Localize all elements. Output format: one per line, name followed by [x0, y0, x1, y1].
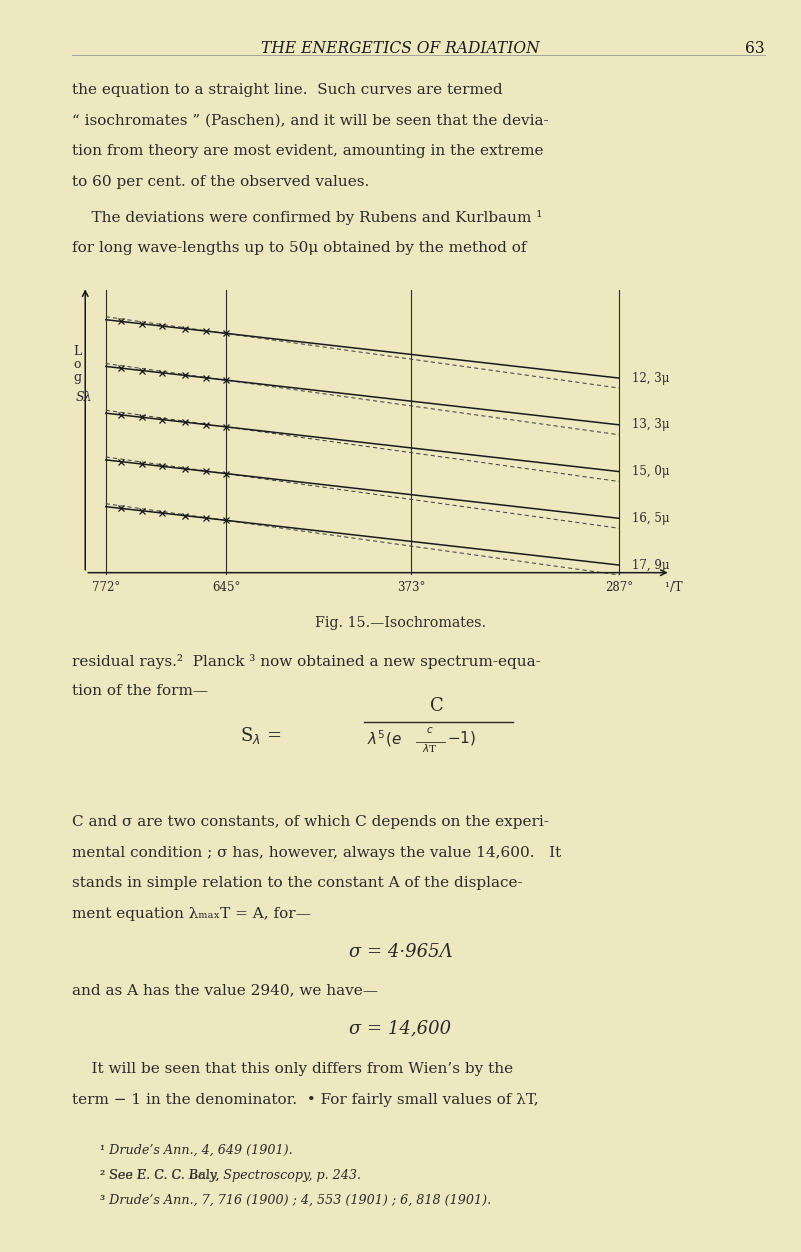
Text: ¹ Drude’s Ann., 4, 649 (1901).: ¹ Drude’s Ann., 4, 649 (1901). [100, 1144, 292, 1157]
Text: term − 1 in the denominator.  • For fairly small values of λT,: term − 1 in the denominator. • For fairl… [72, 1093, 539, 1107]
Text: ¹: ¹ [100, 1144, 109, 1157]
Text: ² See E. C. C. Baly,: ² See E. C. C. Baly, [100, 1169, 223, 1182]
Text: o: o [74, 358, 81, 371]
Text: to 60 per cent. of the observed values.: to 60 per cent. of the observed values. [72, 174, 369, 189]
Text: C: C [429, 697, 444, 715]
Text: 15, 0μ: 15, 0μ [632, 464, 670, 478]
Text: ³: ³ [100, 1194, 109, 1207]
Text: $\lambda^5(e$: $\lambda^5(e$ [367, 729, 401, 750]
Text: $- 1)$: $- 1)$ [447, 729, 476, 746]
Text: tion from theory are most evident, amounting in the extreme: tion from theory are most evident, amoun… [72, 144, 544, 158]
Text: ² See E. C. C. Baly, Spectroscopy, p. 243.: ² See E. C. C. Baly, Spectroscopy, p. 24… [100, 1169, 361, 1182]
Text: σ = 14,600: σ = 14,600 [349, 1019, 452, 1037]
Text: ment equation λₘₐₓT = A, for—: ment equation λₘₐₓT = A, for— [72, 906, 311, 921]
Text: stands in simple relation to the constant A of the displace-: stands in simple relation to the constan… [72, 876, 523, 890]
Text: L: L [74, 346, 82, 358]
Text: C and σ are two constants, of which C depends on the experi-: C and σ are two constants, of which C de… [72, 815, 549, 829]
Text: and as A has the value 2940, we have—: and as A has the value 2940, we have— [72, 984, 378, 998]
Text: “ isochromates ” (Paschen), and it will be seen that the devia-: “ isochromates ” (Paschen), and it will … [72, 113, 549, 128]
Text: Fig. 15.—Isochromates.: Fig. 15.—Isochromates. [315, 616, 486, 630]
Text: ³ Drude’s Ann., 7, 716 (1900) ; 4, 553 (1901) ; 6, 818 (1901).: ³ Drude’s Ann., 7, 716 (1900) ; 4, 553 (… [100, 1194, 491, 1207]
Text: g: g [74, 371, 82, 384]
Text: residual rays.²  Planck ³ now obtained a new spectrum-equa-: residual rays.² Planck ³ now obtained a … [72, 654, 541, 669]
Text: $c$: $c$ [425, 725, 433, 735]
Text: 645°: 645° [212, 581, 240, 593]
Text: 63: 63 [745, 40, 765, 58]
Text: Sλ: Sλ [76, 391, 92, 404]
Text: 12, 3μ: 12, 3μ [632, 372, 670, 384]
Text: The deviations were confirmed by Rubens and Kurlbaum ¹: The deviations were confirmed by Rubens … [72, 210, 542, 225]
Text: 373°: 373° [397, 581, 425, 593]
Text: for long wave-lengths up to 50μ obtained by the method of: for long wave-lengths up to 50μ obtained… [72, 240, 526, 255]
Text: mental condition ; σ has, however, always the value 14,600.   It: mental condition ; σ has, however, alway… [72, 845, 562, 860]
Text: S$_\lambda$ =: S$_\lambda$ = [240, 725, 282, 746]
Text: ² See E. C. C. Baly,: ² See E. C. C. Baly, [100, 1169, 223, 1182]
Text: 772°: 772° [91, 581, 120, 593]
Text: ¹: ¹ [100, 1144, 109, 1157]
Text: σ = 4·965Λ: σ = 4·965Λ [348, 943, 453, 960]
Text: ¹/​T: ¹/​T [666, 581, 683, 593]
Text: It will be seen that this only differs from Wien’s by the: It will be seen that this only differs f… [72, 1062, 513, 1077]
Text: the equation to a straight line.  Such curves are termed: the equation to a straight line. Such cu… [72, 83, 503, 96]
Text: THE ENERGETICS OF RADIATION: THE ENERGETICS OF RADIATION [261, 40, 540, 58]
Text: $\lambda$T: $\lambda$T [421, 742, 437, 755]
Text: tion of the form—: tion of the form— [72, 684, 208, 699]
Text: 13, 3μ: 13, 3μ [632, 418, 670, 432]
Text: 287°: 287° [606, 581, 634, 593]
Text: ³: ³ [100, 1194, 109, 1207]
Text: 16, 5μ: 16, 5μ [632, 512, 670, 525]
Text: 17, 9μ: 17, 9μ [632, 558, 670, 572]
